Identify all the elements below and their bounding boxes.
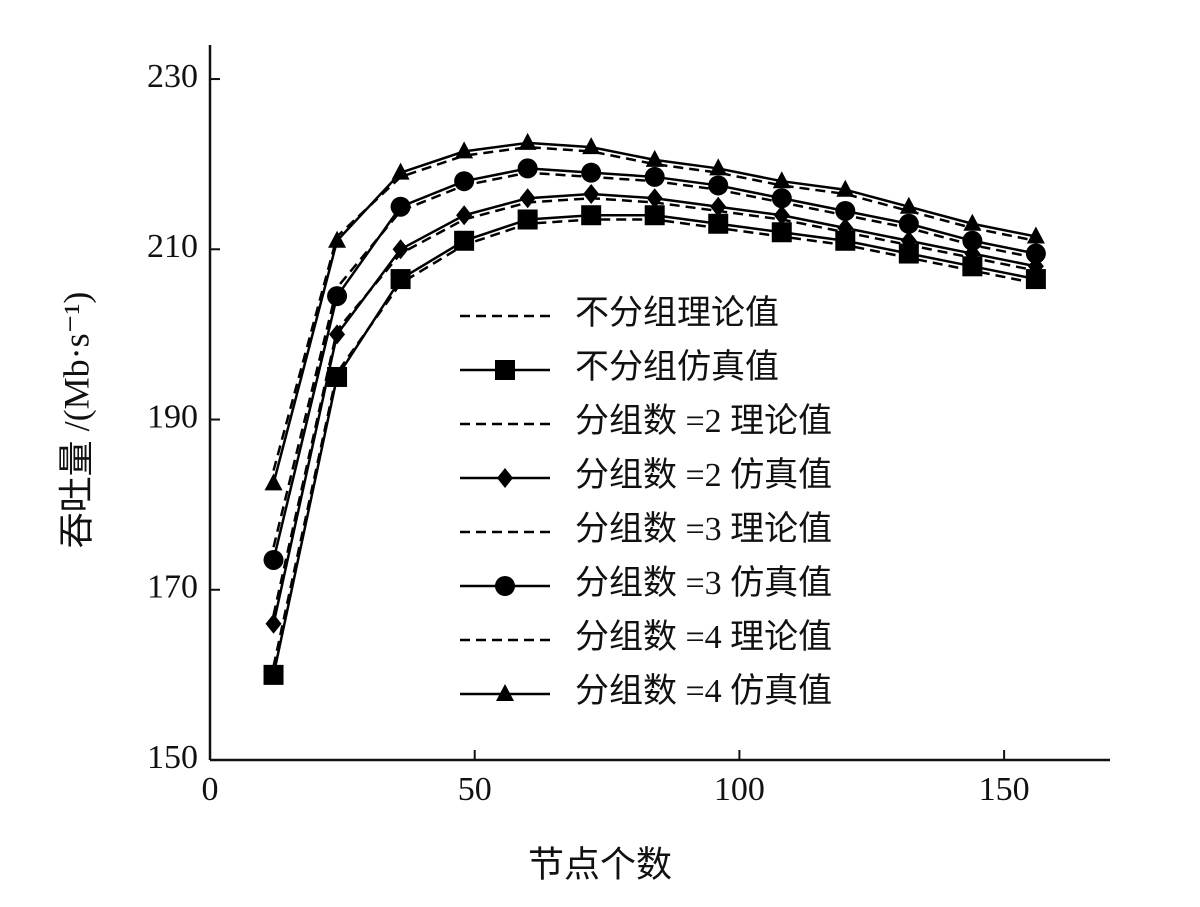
marker [898, 243, 919, 264]
marker [771, 222, 792, 243]
y-axis-label: 吞吐量 /(Mb·s⁻¹) [56, 292, 96, 549]
marker [454, 171, 475, 192]
legend-label: 不分组理论值 [575, 294, 779, 332]
legend-label: 分组数 =3 仿真值 [575, 564, 832, 602]
legend-label: 分组数 =3 理论值 [575, 510, 832, 548]
marker [455, 141, 474, 159]
legend-label: 分组数 =2 理论值 [575, 402, 832, 440]
marker [581, 162, 602, 183]
marker [771, 188, 792, 209]
marker [390, 269, 411, 290]
marker [456, 205, 473, 226]
marker [495, 576, 515, 596]
marker [837, 218, 854, 239]
x-tick-label: 50 [458, 771, 492, 808]
y-tick-label: 210 [147, 228, 198, 265]
marker [327, 366, 348, 387]
marker [264, 473, 283, 491]
legend-box [450, 286, 930, 724]
marker [708, 213, 729, 234]
x-tick-label: 100 [714, 771, 765, 808]
marker [1025, 243, 1046, 264]
marker [963, 213, 982, 231]
marker [454, 230, 475, 251]
marker [644, 205, 665, 226]
marker [391, 162, 410, 180]
legend-label: 不分组仿真值 [575, 348, 779, 386]
x-axis-label: 节点个数 [528, 844, 672, 884]
legend-label: 分组数 =4 仿真值 [575, 672, 832, 710]
marker [496, 684, 514, 701]
marker [328, 230, 347, 248]
marker [495, 360, 515, 380]
marker [835, 200, 856, 221]
marker [835, 230, 856, 251]
marker [517, 158, 538, 179]
marker [773, 205, 790, 226]
marker [772, 171, 791, 189]
marker [899, 196, 918, 214]
marker [265, 613, 282, 634]
marker [1025, 269, 1046, 290]
marker [836, 179, 855, 197]
legend-label: 分组数 =2 仿真值 [575, 456, 832, 494]
marker [583, 183, 600, 204]
y-tick-label: 190 [147, 398, 198, 435]
marker [518, 132, 537, 150]
marker [708, 175, 729, 196]
x-tick-label: 150 [979, 771, 1030, 808]
marker [517, 209, 538, 230]
marker [962, 230, 983, 251]
marker [646, 188, 663, 209]
marker [1026, 226, 1045, 244]
marker [900, 230, 917, 251]
marker [263, 664, 284, 685]
y-tick-label: 170 [147, 569, 198, 606]
marker [582, 137, 601, 155]
y-tick-label: 230 [147, 58, 198, 95]
marker [645, 149, 664, 167]
y-tick-label: 150 [147, 739, 198, 776]
marker [519, 188, 536, 209]
marker [644, 166, 665, 187]
marker [327, 286, 348, 307]
marker [710, 196, 727, 217]
marker [962, 256, 983, 277]
legend-label: 分组数 =4 理论值 [575, 618, 832, 656]
marker [390, 196, 411, 217]
marker [898, 213, 919, 234]
marker [263, 549, 284, 570]
marker [581, 205, 602, 226]
marker [709, 158, 728, 176]
x-tick-label: 0 [202, 771, 219, 808]
marker [392, 239, 409, 260]
marker [329, 324, 346, 345]
marker [497, 468, 513, 488]
